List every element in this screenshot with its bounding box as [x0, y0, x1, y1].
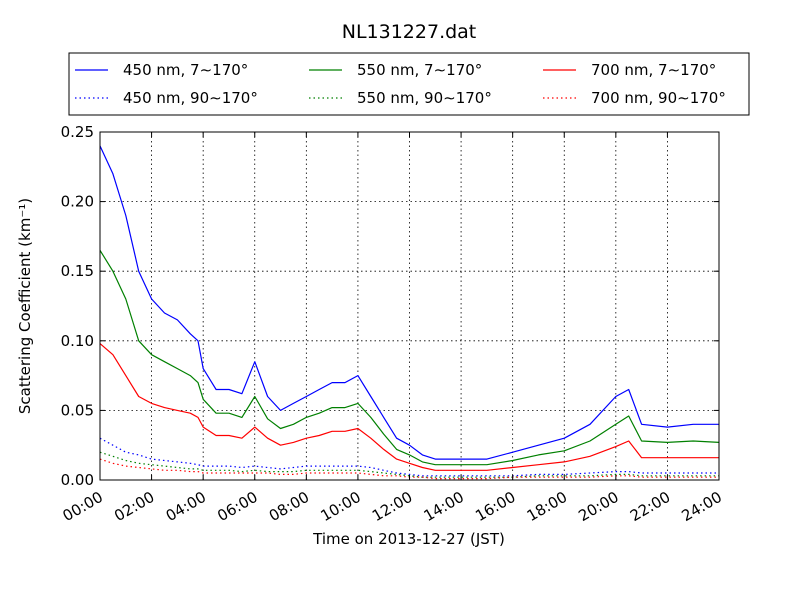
y-tick-label: 0.10 [61, 332, 94, 350]
x-tick-label: 04:00 [163, 488, 209, 525]
x-tick-label: 16:00 [472, 488, 518, 525]
x-tick-label: 12:00 [369, 488, 415, 525]
x-axis-label: Time on 2013-12-27 (JST) [312, 530, 505, 548]
y-tick-label: 0.25 [61, 123, 94, 141]
plot-frame [99, 131, 720, 481]
series-line [99, 249, 720, 466]
y-tick-label: 0.20 [61, 193, 94, 211]
x-tick-label: 20:00 [575, 488, 621, 525]
y-axis-label: Scattering Coefficient (km⁻¹) [16, 198, 34, 414]
y-tick-label: 0.15 [61, 262, 94, 280]
series-line [99, 145, 719, 460]
series-line [99, 343, 719, 471]
legend-box [68, 52, 750, 116]
x-tick-label: 00:00 [60, 488, 106, 525]
legend-label: 550 nm, 90∼170° [357, 89, 492, 107]
y-tick-label: 0.00 [61, 471, 94, 489]
x-tick-label: 18:00 [524, 488, 570, 525]
y-tick-label: 0.05 [61, 401, 94, 419]
legend-label: 700 nm, 90∼170° [591, 89, 726, 107]
legend-label: 550 nm, 7∼170° [357, 61, 482, 79]
x-tick-label: 02:00 [111, 488, 157, 525]
series-line [99, 437, 719, 477]
legend-label: 450 nm, 7∼170° [123, 61, 248, 79]
chart-title: NL131227.dat [342, 21, 477, 43]
tick-layer: 00:00 02:00 04:00 06:00 08:00 10:00 12:00 14:00… [60, 123, 725, 525]
x-tick-label: 14:00 [421, 488, 467, 525]
x-tick-label: 24:00 [679, 488, 725, 525]
grid-layer [100, 132, 719, 480]
x-tick-label: 10:00 [317, 488, 363, 525]
x-tick-label: 06:00 [214, 488, 260, 525]
legend: 450 nm, 7∼170° 450 nm, 90∼170° 550 nm, 7∼1… [68, 52, 750, 116]
series-layer [99, 145, 720, 480]
legend-label: 450 nm, 90∼170° [123, 89, 258, 107]
series-line [99, 451, 719, 478]
x-tick-label: 08:00 [266, 488, 312, 525]
x-tick-label: 22:00 [627, 488, 673, 525]
legend-label: 700 nm, 7∼170° [591, 61, 716, 79]
